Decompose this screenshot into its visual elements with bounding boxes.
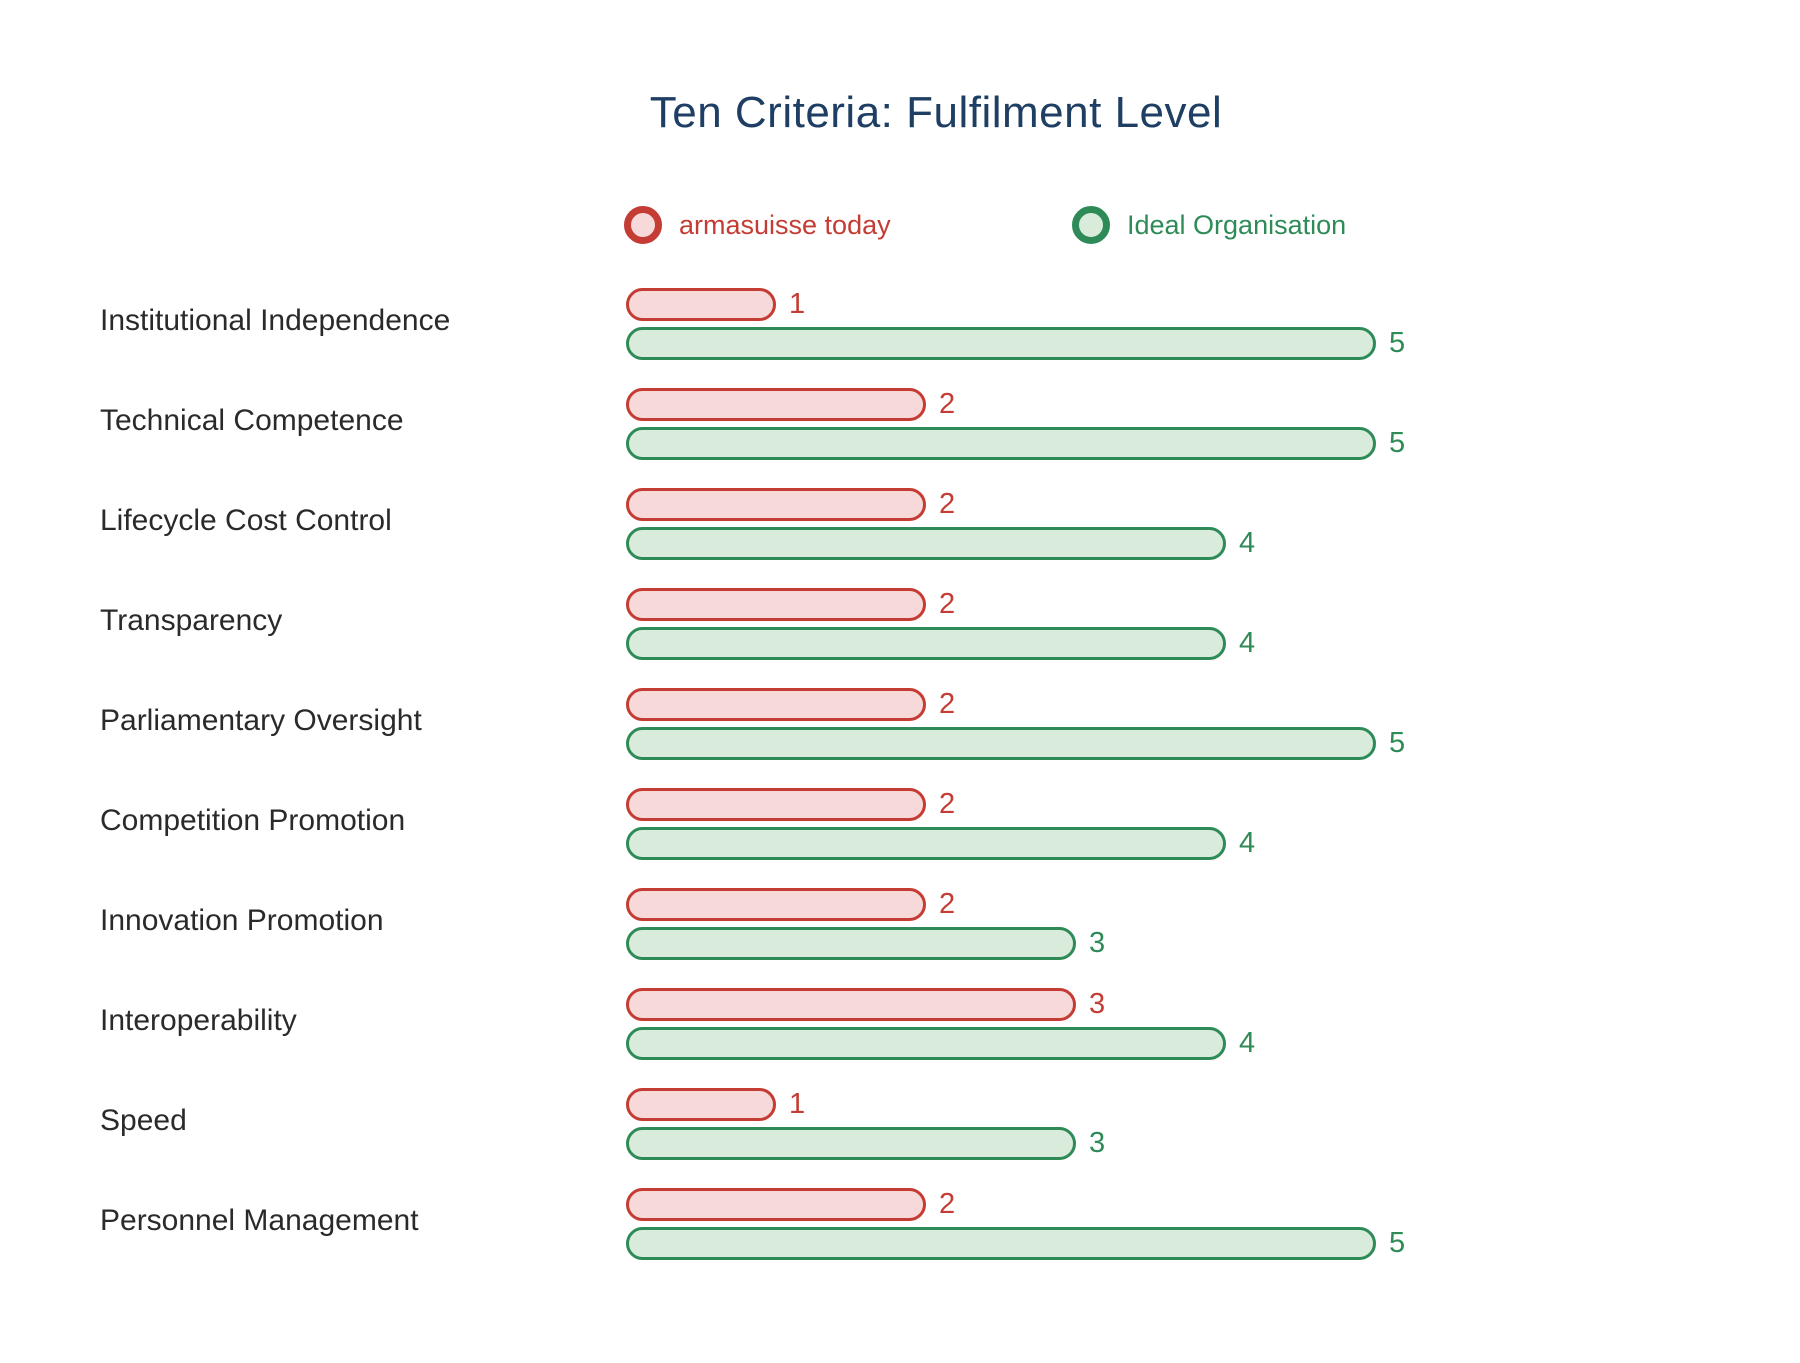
bar-armasuisse-today [626, 1188, 926, 1221]
bar-armasuisse-today [626, 588, 926, 621]
value-label-ideal: 4 [1239, 1027, 1256, 1059]
value-label-today: 3 [1089, 988, 1106, 1020]
category-label: Lifecycle Cost Control [100, 504, 392, 537]
value-label-ideal: 4 [1239, 627, 1256, 659]
chart-row: Lifecycle Cost Control 2 4 [0, 488, 1800, 560]
category-label: Parliamentary Oversight [100, 704, 422, 737]
category-label: Transparency [100, 604, 283, 637]
bar-armasuisse-today [626, 488, 926, 521]
value-label-ideal: 4 [1239, 827, 1256, 859]
value-label-today: 2 [939, 388, 956, 420]
value-label-ideal: 4 [1239, 527, 1256, 559]
category-label: Institutional Independence [100, 304, 451, 337]
value-label-today: 2 [939, 588, 956, 620]
legend-label-armasuisse-today: armasuisse today [679, 209, 891, 240]
value-label-today: 1 [789, 1088, 806, 1120]
value-label-today: 1 [789, 288, 806, 320]
chart-row: Personnel Management 2 5 [0, 1188, 1800, 1260]
value-label-today: 2 [939, 788, 956, 820]
value-label-today: 2 [939, 1188, 956, 1220]
category-label: Speed [100, 1104, 187, 1137]
category-label: Interoperability [100, 1004, 297, 1037]
category-label: Personnel Management [100, 1204, 419, 1237]
bar-armasuisse-today [626, 388, 926, 421]
bar-ideal-organisation [626, 1227, 1376, 1260]
legend-label-ideal-organisation: Ideal Organisation [1127, 209, 1347, 240]
bar-ideal-organisation [626, 627, 1226, 660]
chart-row: Parliamentary Oversight 2 5 [0, 688, 1800, 760]
bar-armasuisse-today [626, 688, 926, 721]
chart-row: Interoperability 3 4 [0, 988, 1800, 1060]
chart-row: Technical Competence 2 5 [0, 388, 1800, 460]
value-label-today: 2 [939, 888, 956, 920]
bar-ideal-organisation [626, 927, 1076, 960]
value-label-ideal: 3 [1089, 1127, 1106, 1159]
legend-circle-ideal-icon [1072, 206, 1110, 244]
bar-armasuisse-today [626, 888, 926, 921]
legend-item-ideal-organisation: Ideal Organisation [1072, 203, 1346, 247]
legend-item-armasuisse-today: armasuisse today [624, 203, 891, 247]
category-label: Innovation Promotion [100, 904, 384, 937]
bar-armasuisse-today [626, 788, 926, 821]
bar-armasuisse-today [626, 288, 776, 321]
value-label-ideal: 5 [1389, 327, 1406, 359]
value-label-today: 2 [939, 688, 956, 720]
bar-ideal-organisation [626, 427, 1376, 460]
bar-ideal-organisation [626, 727, 1376, 760]
category-label: Technical Competence [100, 404, 404, 437]
chart-row: Transparency 2 4 [0, 588, 1800, 660]
value-label-ideal: 3 [1089, 927, 1106, 959]
chart-row: Institutional Independence 1 5 [0, 288, 1800, 360]
bar-ideal-organisation [626, 827, 1226, 860]
bar-ideal-organisation [626, 527, 1226, 560]
value-label-ideal: 5 [1389, 727, 1406, 759]
chart-row: Speed 1 3 [0, 1088, 1800, 1160]
legend-circle-today-icon [624, 206, 662, 244]
bar-ideal-organisation [626, 327, 1376, 360]
bar-ideal-organisation [626, 1127, 1076, 1160]
value-label-ideal: 5 [1389, 1227, 1406, 1259]
chart-row: Innovation Promotion 2 3 [0, 888, 1800, 960]
bar-armasuisse-today [626, 1088, 776, 1121]
chart-row: Competition Promotion 2 4 [0, 788, 1800, 860]
value-label-today: 2 [939, 488, 956, 520]
value-label-ideal: 5 [1389, 427, 1406, 459]
legend: armasuisse today Ideal Organisation [0, 203, 1800, 247]
bar-ideal-organisation [626, 1027, 1226, 1060]
category-label: Competition Promotion [100, 804, 406, 837]
chart-title: Ten Criteria: Fulfilment Level [649, 88, 1223, 137]
bar-armasuisse-today [626, 988, 1076, 1021]
